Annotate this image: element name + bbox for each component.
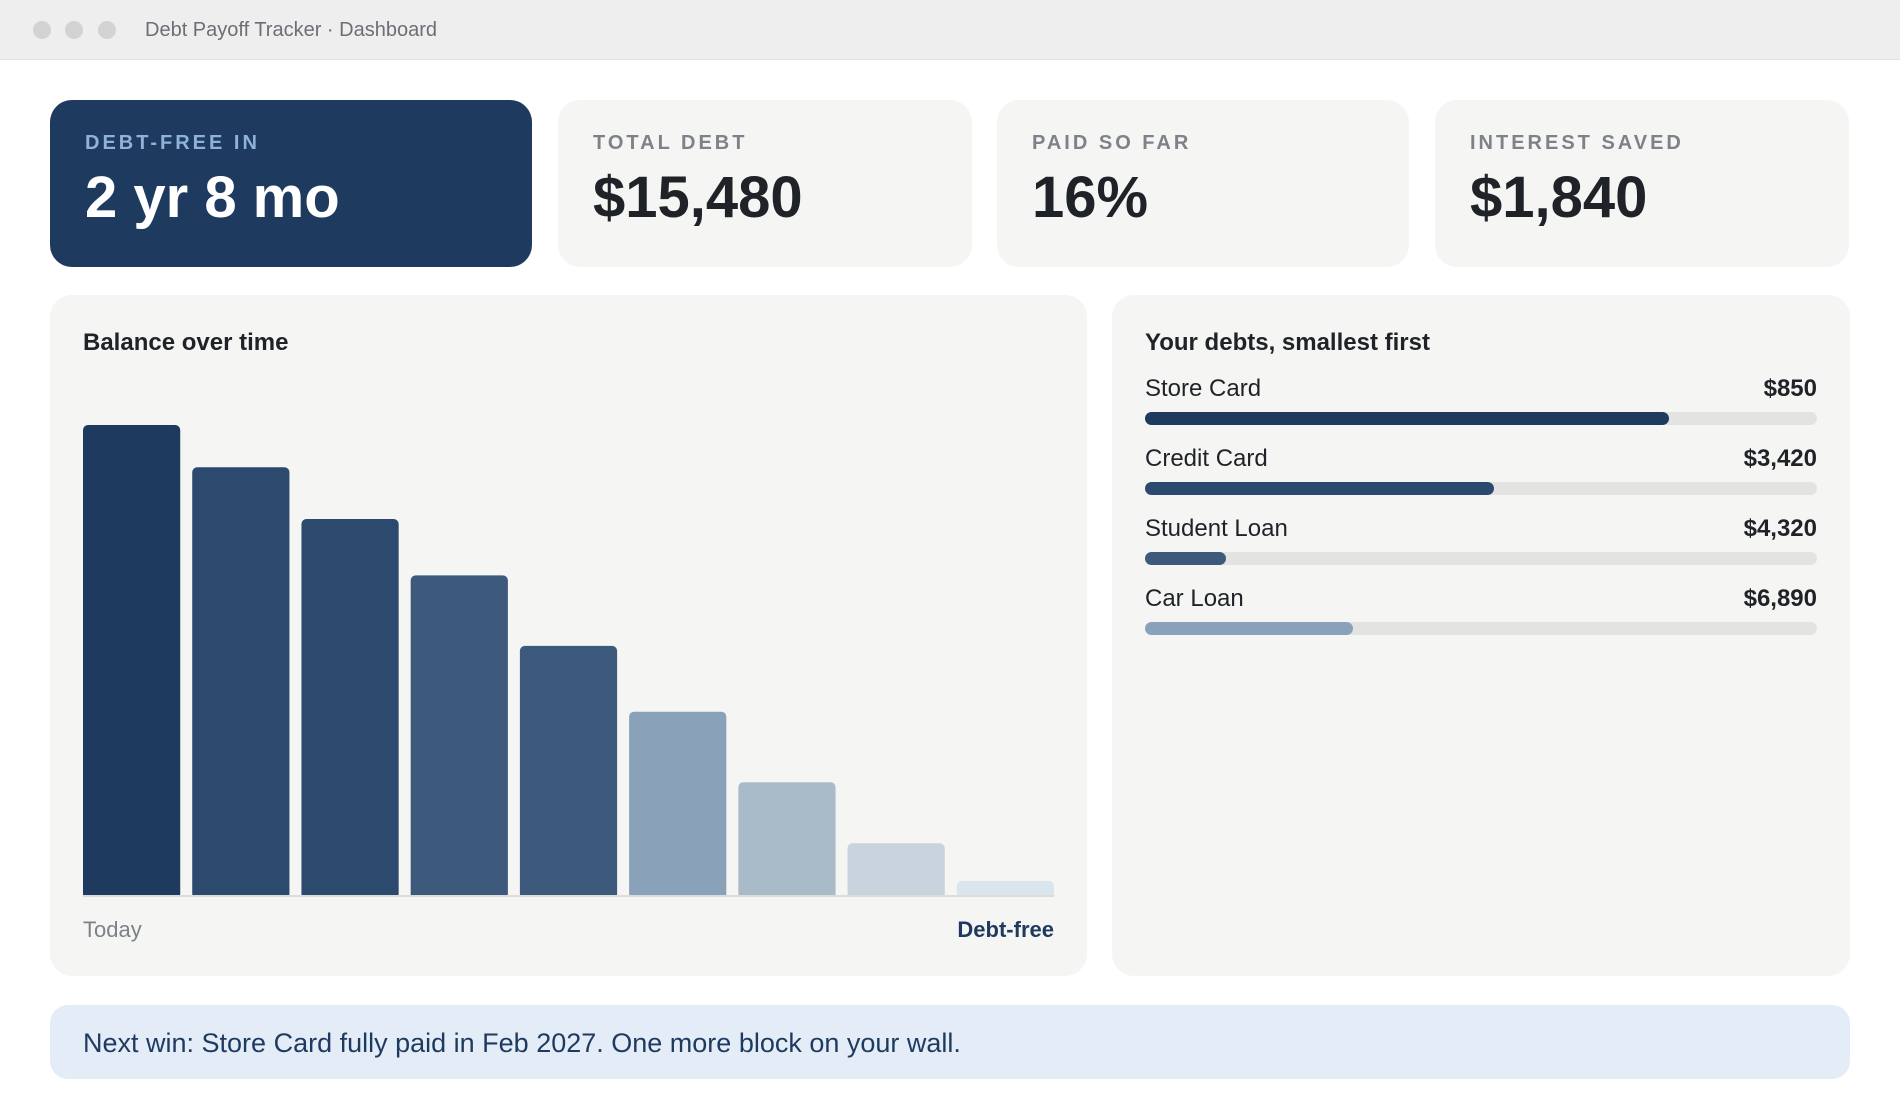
chart-bar[interactable] xyxy=(847,843,945,899)
stat-value: $1,840 xyxy=(1470,165,1648,230)
debt-amount: $850 xyxy=(1763,375,1817,402)
debt-item-credit-card[interactable]: Credit Card $3,420 xyxy=(1145,445,1817,505)
debt-amount: $4,320 xyxy=(1743,515,1817,542)
window-title: Debt Payoff Tracker · Dashboard xyxy=(145,19,437,41)
stat-label: DEBT-FREE IN xyxy=(85,132,260,154)
window-close-button[interactable] xyxy=(33,21,51,39)
stat-card-interest-saved: INTEREST SAVED $1,840 xyxy=(1435,100,1849,267)
debt-amount: $6,890 xyxy=(1743,585,1817,612)
debt-item-store-card[interactable]: Store Card $850 xyxy=(1145,375,1817,435)
window-titlebar: Debt Payoff Tracker · Dashboard xyxy=(0,0,1900,60)
debts-title: Your debts, smallest first xyxy=(1145,329,1430,356)
chart-bar[interactable] xyxy=(83,425,181,899)
chart-bar[interactable] xyxy=(410,575,508,899)
stat-label: TOTAL DEBT xyxy=(593,132,748,154)
chart-bar[interactable] xyxy=(519,645,618,899)
chart-bar[interactable] xyxy=(738,782,836,899)
window-minimize-button[interactable] xyxy=(65,21,83,39)
debts-panel: Your debts, smallest first Store Card $8… xyxy=(1112,295,1850,976)
debt-name: Store Card xyxy=(1145,375,1262,402)
debt-progress-track xyxy=(1145,482,1817,495)
debt-name: Credit Card xyxy=(1145,445,1268,472)
debt-progress-fill xyxy=(1145,622,1354,635)
balance-chart-panel: Balance over time Today Debt-free xyxy=(50,295,1087,976)
debt-progress-track xyxy=(1145,552,1817,565)
debt-item-student-loan[interactable]: Student Loan $4,320 xyxy=(1145,515,1817,575)
debt-name: Car Loan xyxy=(1145,585,1244,612)
chart-title: Balance over time xyxy=(83,329,289,356)
stat-card-paid-so-far: PAID SO FAR 16% xyxy=(997,100,1409,267)
stat-value: 16% xyxy=(1032,165,1149,230)
banner-text: Next win: Store Card fully paid in Feb 2… xyxy=(83,1028,961,1058)
stat-card-debt-free: DEBT-FREE IN 2 yr 8 mo xyxy=(50,100,532,267)
balance-chart xyxy=(81,425,1056,901)
chart-bar[interactable] xyxy=(629,711,727,899)
debt-name: Student Loan xyxy=(1145,515,1288,542)
chart-bar-base-cover xyxy=(81,895,1056,901)
stat-value: 2 yr 8 mo xyxy=(85,165,340,230)
debt-progress-track xyxy=(1145,622,1817,635)
chart-bar[interactable] xyxy=(301,519,399,899)
debt-progress-fill xyxy=(1145,412,1670,425)
debt-progress-track xyxy=(1145,412,1817,425)
stat-value: $15,480 xyxy=(593,165,803,230)
debt-amount: $3,420 xyxy=(1743,445,1817,472)
debt-progress-fill xyxy=(1145,552,1226,565)
window-maximize-button[interactable] xyxy=(98,21,116,39)
x-axis-start-label: Today xyxy=(83,917,142,942)
x-axis-end-label: Debt-free xyxy=(957,917,1054,942)
debt-progress-fill xyxy=(1145,482,1495,495)
stat-label: INTEREST SAVED xyxy=(1470,132,1684,154)
stat-card-total-debt: TOTAL DEBT $15,480 xyxy=(558,100,972,267)
next-win-banner: Next win: Store Card fully paid in Feb 2… xyxy=(50,1005,1850,1079)
chart-bar[interactable] xyxy=(192,467,290,899)
stat-label: PAID SO FAR xyxy=(1032,132,1192,154)
chart-bar[interactable] xyxy=(956,880,1054,899)
debt-item-car-loan[interactable]: Car Loan $6,890 xyxy=(1145,585,1817,645)
